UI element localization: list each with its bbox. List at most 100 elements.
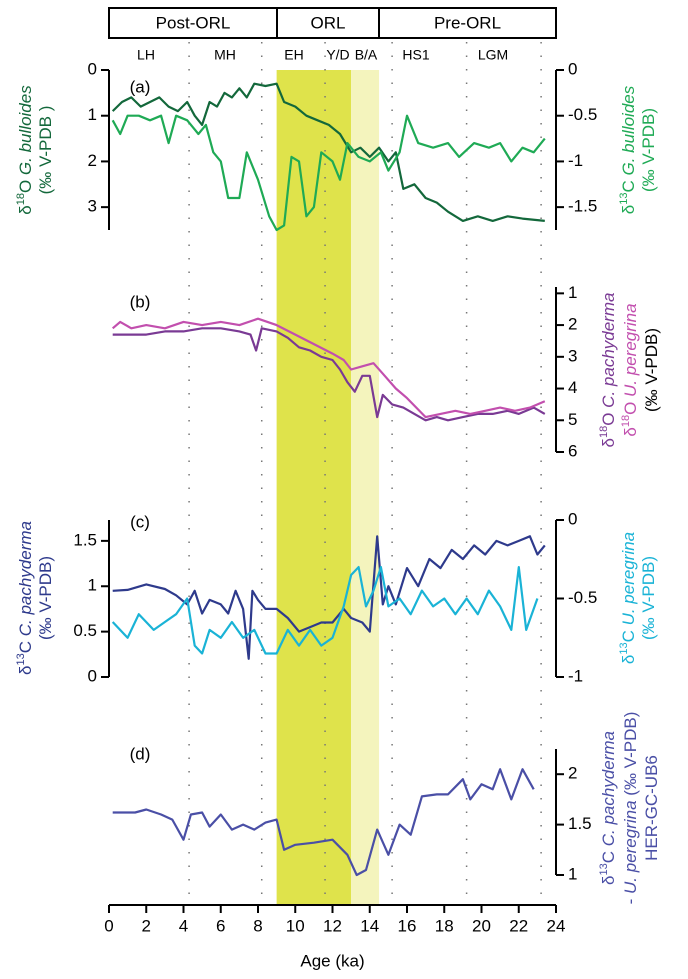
- panel-label: (d): [130, 744, 151, 763]
- axis-title-part: 13: [618, 642, 630, 654]
- axis-title-part: -: [621, 894, 640, 904]
- y-tick-label: 2: [568, 315, 577, 334]
- period-box: [378, 7, 557, 39]
- axis-title-part: C. pachyderma: [599, 293, 618, 408]
- axis-title-part: δ: [621, 427, 640, 436]
- axis-title: (‰ V-PDB): [639, 556, 658, 640]
- data-line: [112, 535, 546, 660]
- axis-title-part: 18: [598, 426, 610, 438]
- x-tick-label: 4: [179, 916, 188, 935]
- y-tick-label: 1: [568, 864, 577, 883]
- y-tick-label: 1: [88, 105, 97, 124]
- axis-title-part: δ: [16, 666, 35, 675]
- axis-title-part: δ: [599, 876, 618, 885]
- axis-title: δ18O C. pachyderma: [598, 293, 619, 448]
- axis-title: δ13C U. peregrina: [618, 532, 639, 664]
- x-tick-label: 18: [435, 916, 454, 935]
- x-tick-label: 20: [472, 916, 491, 935]
- data-line: [111, 317, 546, 419]
- axis-title-part: δ: [619, 205, 638, 214]
- y-tick-label: 0: [88, 666, 97, 685]
- axis-title: (‰ V-PDB ): [36, 106, 55, 195]
- axis-title-part: C: [16, 636, 35, 653]
- y-tick-label: 0: [568, 509, 577, 528]
- axis-title: HER-GC-UB6: [642, 755, 661, 861]
- subperiod-label: LH: [137, 47, 155, 63]
- subperiod-label: B/A: [355, 47, 378, 63]
- subperiod-label: Y/D: [326, 47, 349, 63]
- axis-title-part: U. peregrina: [619, 532, 638, 626]
- y-tick-label: 1.5: [568, 814, 592, 833]
- axis-title-part: (‰ V-PDB ): [36, 106, 55, 195]
- axis-title-part: (‰ V-PDB): [639, 556, 658, 640]
- y-tick-label: -1: [568, 666, 583, 685]
- data-line: [111, 114, 546, 232]
- y-tick-label: -0.5: [568, 588, 597, 607]
- axis-title: (‰ V-PDB): [36, 556, 55, 640]
- x-tick-label: 22: [509, 916, 528, 935]
- axis-title: δ18O U. peregrina: [620, 303, 641, 436]
- x-tick-label: 2: [142, 916, 151, 935]
- period-label: Post-ORL: [156, 13, 231, 32]
- axis-title-part: δ: [619, 655, 638, 664]
- axis-title-part: C. pachyderma: [16, 521, 35, 636]
- x-tick-label: 0: [104, 916, 113, 935]
- axis-title-part: 18: [620, 415, 632, 427]
- y-tick-label: 2: [568, 764, 577, 783]
- highlight-span: [351, 70, 380, 905]
- y-tick-label: -1.5: [568, 197, 597, 216]
- x-axis-title: Age (ka): [300, 951, 364, 970]
- axis-title-part: O: [16, 175, 35, 193]
- axis-title-part: C: [599, 846, 618, 863]
- axis-title-part: C. pachyderma: [599, 731, 618, 846]
- axis-title-part: U. peregrina: [621, 303, 640, 397]
- axis-title-part: HER-GC-UB6: [642, 755, 661, 861]
- y-tick-label: 1.5: [73, 530, 97, 549]
- axis-title-part: G. bulloides: [16, 85, 35, 175]
- axis-title-part: O: [621, 397, 640, 415]
- y-tick-label: 1: [88, 576, 97, 595]
- axis-title-part: O: [599, 408, 618, 426]
- y-tick-label: 0: [568, 59, 577, 78]
- x-tick-label: 16: [398, 916, 417, 935]
- axis-title-part: (‰ V-PDB): [639, 108, 658, 192]
- y-tick-label: 1: [568, 283, 577, 302]
- x-tick-label: 24: [547, 916, 566, 935]
- y-tick-label: 2: [88, 151, 97, 170]
- period-label: Pre-ORL: [434, 13, 501, 32]
- subperiod-label: MH: [214, 47, 236, 63]
- highlight-span: [276, 70, 352, 905]
- axis-title: (‰ V-PDB): [639, 108, 658, 192]
- axis-title-part: (‰ V-PDB): [621, 712, 640, 801]
- subperiod-label: HS1: [402, 47, 429, 63]
- panel-label: (a): [130, 77, 151, 96]
- axis-title-part: (‰ V-PDB): [642, 328, 661, 412]
- y-tick-label: 0: [88, 59, 97, 78]
- data-line: [112, 768, 535, 877]
- y-tick-label: 3: [88, 197, 97, 216]
- axis-title-part: δ: [599, 438, 618, 447]
- period-label: ORL: [311, 13, 346, 32]
- data-line: [111, 82, 545, 222]
- panel-label: (b): [130, 292, 151, 311]
- axis-title-part: 18: [15, 193, 27, 205]
- axis-title: δ13C G. bulloides: [618, 85, 639, 214]
- x-tick-label: 12: [323, 916, 342, 935]
- axis-title: - U. peregrina (‰ V-PDB): [621, 712, 640, 905]
- data-line: [111, 566, 539, 655]
- y-tick-label: 4: [568, 378, 577, 397]
- axis-title: δ18O G. bulloides: [15, 85, 36, 215]
- x-tick-label: 6: [216, 916, 225, 935]
- axis-title-part: 13: [15, 653, 27, 665]
- axis-title: δ13C C. pachyderma: [598, 731, 619, 885]
- subperiod-label: LGM: [478, 47, 508, 63]
- y-tick-label: 6: [568, 441, 577, 460]
- axis-title: δ13C C. pachyderma: [15, 521, 36, 675]
- axis-title-part: δ: [16, 205, 35, 214]
- axis-title-part: 13: [618, 193, 630, 205]
- y-tick-label: 0.5: [73, 621, 97, 640]
- x-tick-label: 10: [286, 916, 305, 935]
- subperiod-label: EH: [284, 47, 303, 63]
- axis-title-part: 13: [598, 863, 610, 875]
